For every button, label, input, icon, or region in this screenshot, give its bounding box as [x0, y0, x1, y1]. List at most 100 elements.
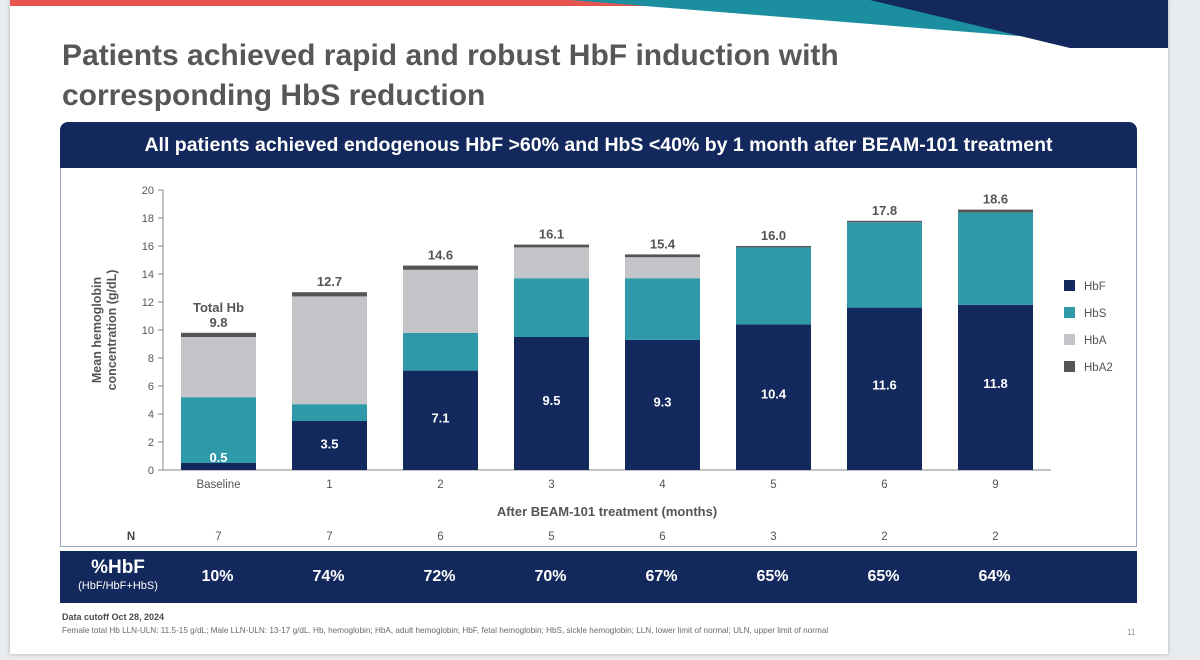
- hbf-value-label: 7.1: [431, 410, 449, 425]
- n-count-value: 2: [992, 531, 998, 543]
- n-count-value: 7: [215, 531, 221, 543]
- bar-segment-hba2: [403, 265, 478, 270]
- bar-segment-hba: [625, 257, 700, 279]
- legend-label: HbA: [1084, 335, 1107, 347]
- key-finding-banner: All patients achieved endogenous HbF >60…: [60, 122, 1137, 168]
- hbf-percent-value: 70%: [534, 568, 567, 585]
- hbf-percent-row: %HbF (HbF/HbF+HbS) 10% 74% 72% 70% 67% 6…: [60, 551, 1137, 603]
- bar-segment-hbs: [292, 404, 367, 421]
- hbf-percent-value: 10%: [201, 568, 234, 585]
- y-tick-label: 0: [148, 465, 154, 477]
- hbf-value-label: 10.4: [761, 386, 787, 401]
- bar-segment-hba: [292, 296, 367, 405]
- bar-segment-hbf: [958, 304, 1033, 470]
- legend-swatch: [1064, 334, 1075, 345]
- hbf-value-label: 11.8: [983, 376, 1008, 391]
- y-tick-label: 18: [142, 213, 154, 225]
- bar-segment-hbf: [181, 463, 256, 470]
- bar-segment-hba: [181, 337, 256, 398]
- total-value-label: 18.6: [983, 192, 1008, 207]
- bar-segment-hba2: [847, 220, 922, 223]
- n-row-label: N: [127, 531, 135, 543]
- hbf-percent-value: 72%: [423, 568, 456, 585]
- hbf-value-label: 9.3: [653, 394, 671, 409]
- corner-decoration: [570, 0, 1168, 48]
- hbf-row-subtitle: (HbF/HbF+HbS): [78, 580, 158, 592]
- bar-segment-hbs: [847, 222, 922, 308]
- hbf-row-label: %HbF (HbF/HbF+HbS): [72, 557, 164, 593]
- total-value-label: 16.1: [539, 227, 564, 242]
- y-tick-label: 4: [148, 409, 154, 421]
- legend-label: HbS: [1084, 308, 1107, 320]
- bar-segment-hbs: [181, 397, 256, 463]
- navy-wedge: [870, 0, 1168, 48]
- total-value-label: 15.4: [650, 236, 676, 251]
- n-count-value: 7: [326, 531, 332, 543]
- bar-segment-hbf: [736, 324, 811, 470]
- slide: Patients achieved rapid and robust HbF i…: [10, 0, 1168, 654]
- hbf-row-title: %HbF: [91, 557, 145, 578]
- n-count-value: 3: [770, 531, 776, 543]
- abbreviation-footnote: Female total Hb LLN-ULN: 11.5-15 g/dL; M…: [62, 626, 829, 635]
- bar-segment-hbf: [847, 307, 922, 470]
- total-value-label: 9.8: [209, 315, 227, 330]
- legend-label: HbA2: [1084, 362, 1113, 374]
- bar-segment-hba2: [292, 292, 367, 297]
- total-value-label: 12.7: [317, 274, 342, 289]
- x-tick-label: 5: [770, 479, 776, 491]
- bar-segment-hbf: [403, 370, 478, 470]
- n-count-value: 6: [437, 531, 443, 543]
- y-axis-title: Mean hemoglobinconcentration (g/dL): [90, 270, 119, 391]
- total-hb-annotation: Total Hb: [193, 300, 244, 315]
- y-tick-label: 12: [142, 297, 154, 309]
- x-tick-label: 6: [881, 479, 887, 491]
- y-tick-label: 14: [142, 269, 154, 281]
- hbf-value-label: 11.6: [872, 378, 897, 393]
- page-number: 11: [1127, 628, 1136, 637]
- hbf-percent-value: 64%: [978, 568, 1011, 585]
- top-accent-stripe: [10, 0, 1168, 6]
- x-tick-label: 2: [437, 479, 443, 491]
- total-value-label: 17.8: [872, 203, 897, 218]
- bar-segment-hbs: [403, 332, 478, 371]
- hbf-value-label: 0.5: [209, 450, 227, 465]
- y-tick-label: 20: [142, 185, 154, 197]
- hbf-percent-value: 74%: [312, 568, 345, 585]
- chart-panel: 0 2 4 6 8 10 12 14 16 18 20 Mean hemoglobinconcentr…: [60, 168, 1137, 547]
- bar-segment-hba: [403, 269, 478, 333]
- legend-label: HbF: [1084, 281, 1106, 293]
- total-value-label: 16.0: [761, 228, 786, 243]
- bar-segment-hba2: [958, 209, 1033, 213]
- bar-segment-hbf: [625, 339, 700, 470]
- bar-segment-hba: [514, 247, 589, 279]
- legend-swatch: [1064, 307, 1075, 318]
- bar-segment-hbs: [736, 247, 811, 325]
- bar-segment-hbs: [514, 278, 589, 337]
- x-tick-label: 1: [326, 479, 332, 491]
- n-count-value: 2: [881, 531, 887, 543]
- bar-segment-hbf: [514, 337, 589, 470]
- bar-segment-hbs: [625, 278, 700, 340]
- bar-segment-hba2: [736, 246, 811, 248]
- slide-title: Patients achieved rapid and robust HbF i…: [62, 39, 839, 112]
- hbf-value-label: 3.5: [320, 437, 338, 452]
- x-axis-title: After BEAM-101 treatment (months): [497, 504, 717, 519]
- y-tick-label: 6: [148, 381, 154, 393]
- x-tick-label: Baseline: [196, 479, 240, 491]
- n-count-value: 5: [548, 531, 554, 543]
- n-count-value: 6: [659, 531, 665, 543]
- hbf-value-label: 9.5: [542, 393, 560, 408]
- bar-segment-hba2: [181, 332, 256, 337]
- hbf-percent-value: 65%: [867, 568, 900, 585]
- bar-segment-hbf: [292, 421, 367, 470]
- y-tick-label: 2: [148, 437, 154, 449]
- hbf-percent-value: 65%: [756, 568, 789, 585]
- bar-segment-hba2: [625, 254, 700, 258]
- legend-swatch: [1064, 280, 1075, 291]
- x-tick-label: 9: [992, 479, 998, 491]
- legend-swatch: [1064, 361, 1075, 372]
- y-tick-label: 10: [142, 325, 154, 337]
- x-tick-label: 4: [659, 479, 666, 491]
- total-value-label: 14.6: [428, 248, 453, 263]
